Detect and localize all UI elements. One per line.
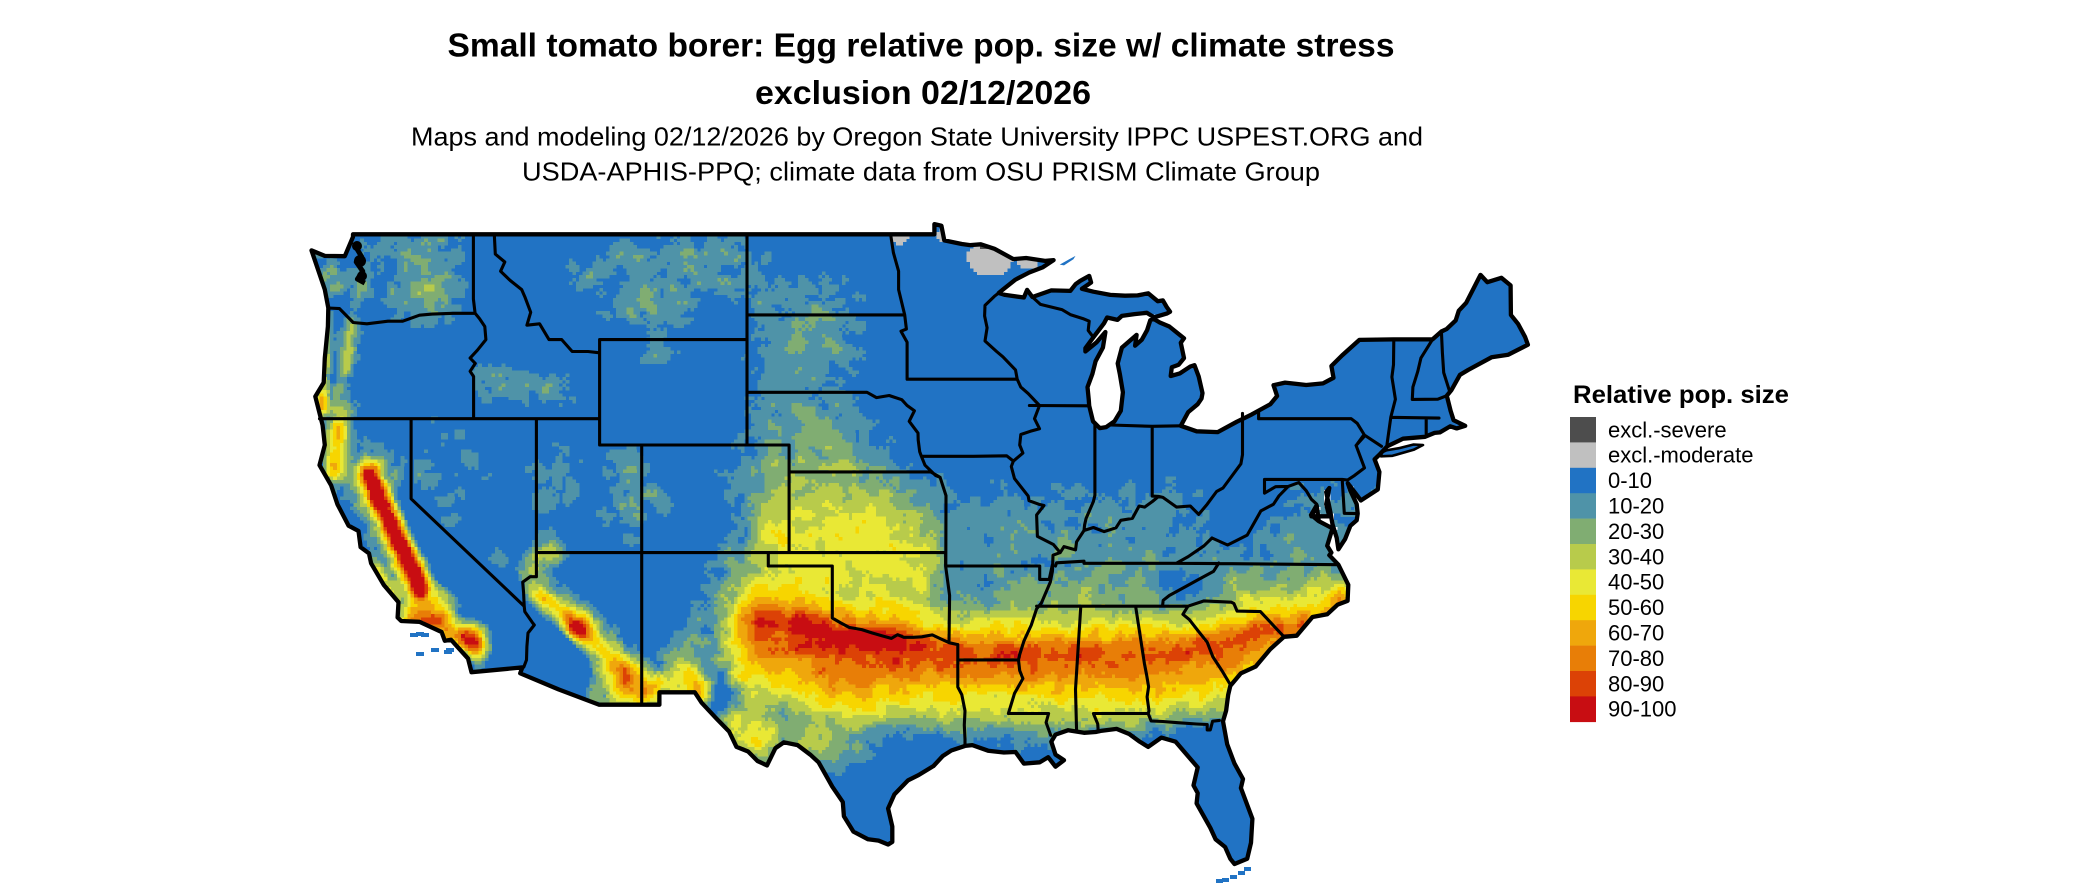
svg-text:90-100: 90-100: [1608, 697, 1677, 722]
svg-text:60-70: 60-70: [1608, 621, 1664, 646]
svg-text:Relative pop. size: Relative pop. size: [1573, 381, 1789, 409]
svg-text:Maps and modeling 02/12/2026 b: Maps and modeling 02/12/2026 by Oregon S…: [411, 122, 1423, 152]
svg-text:0-10: 0-10: [1608, 468, 1652, 493]
svg-text:Small tomato borer: Egg relati: Small tomato borer: Egg relative pop. si…: [448, 27, 1395, 64]
svg-text:30-40: 30-40: [1608, 544, 1664, 569]
svg-text:80-90: 80-90: [1608, 671, 1664, 696]
svg-text:exclusion 02/12/2026: exclusion 02/12/2026: [755, 74, 1091, 111]
svg-text:excl.-severe: excl.-severe: [1608, 417, 1727, 442]
svg-text:10-20: 10-20: [1608, 494, 1664, 519]
svg-text:50-60: 50-60: [1608, 595, 1664, 620]
svg-text:excl.-moderate: excl.-moderate: [1608, 443, 1754, 468]
svg-text:70-80: 70-80: [1608, 646, 1664, 671]
svg-text:20-30: 20-30: [1608, 519, 1664, 544]
svg-text:40-50: 40-50: [1608, 570, 1664, 595]
svg-text:USDA-APHIS-PPQ; climate data f: USDA-APHIS-PPQ; climate data from OSU PR…: [522, 157, 1320, 187]
